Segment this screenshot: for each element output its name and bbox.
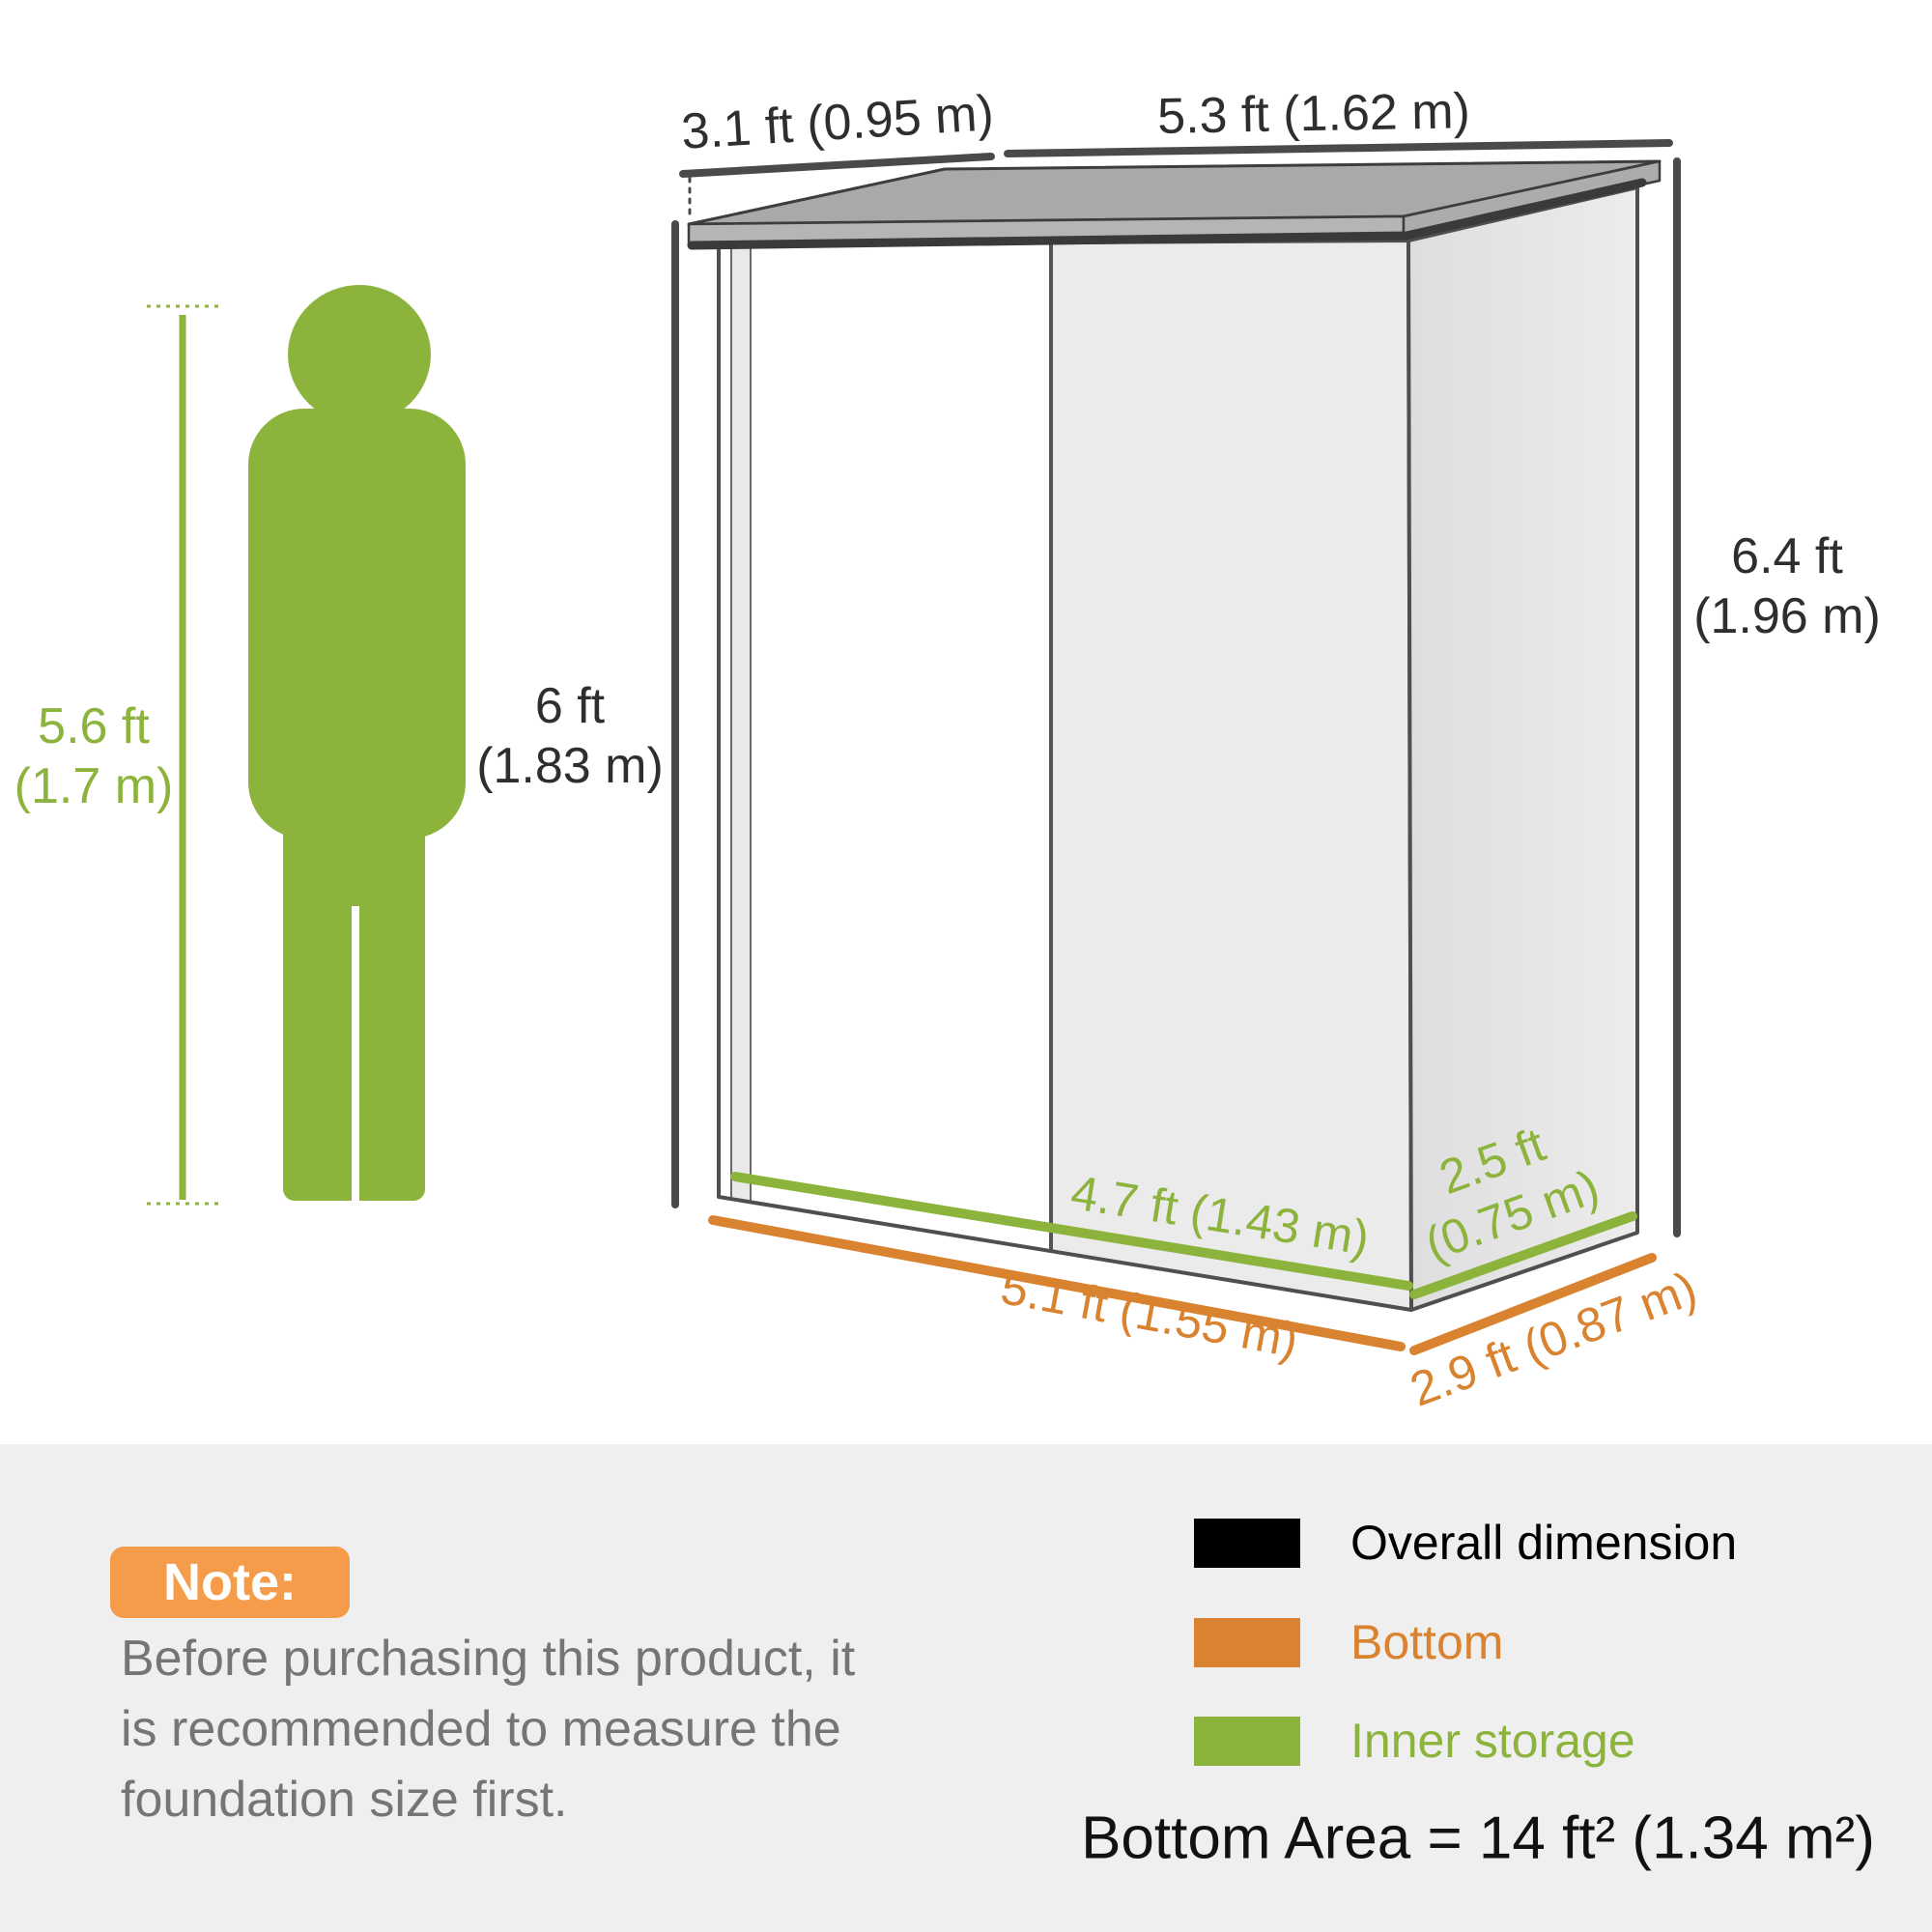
roof-width-label: 5.3 ft (1.62 m): [1156, 83, 1471, 145]
note-text: Before purchasing this product, it is re…: [121, 1631, 856, 1828]
note-badge: Note:: [110, 1547, 350, 1618]
bottom-lines: [708, 1215, 1657, 1355]
person-height-line: [147, 304, 220, 1206]
door-height-label: 6 ft (1.83 m): [476, 678, 664, 794]
bottom-width-line: [708, 1215, 1406, 1351]
dimension-line-roof-width: [1004, 139, 1673, 157]
overall-dimension-lines: [671, 139, 1681, 1237]
legend-swatch-bottom: [1194, 1618, 1300, 1667]
overall-height-label: 6.4 ft (1.96 m): [1693, 528, 1881, 644]
legend-label-inner-storage: Inner storage: [1350, 1714, 1635, 1768]
inner-storage-lines: [730, 1172, 1637, 1299]
inner-depth-line: [1409, 1211, 1637, 1299]
legend-label-overall: Overall dimension: [1350, 1516, 1738, 1570]
dimension-line-roof-depth: [679, 153, 995, 178]
shed-front-wall: [717, 239, 1413, 1312]
shed-roof: [687, 159, 1662, 250]
inner-width-line: [730, 1172, 1413, 1291]
bottom-depth-line: [1409, 1253, 1657, 1355]
legend-label-bottom: Bottom: [1350, 1615, 1504, 1669]
info-section: Note: Before purchasing this product, it…: [0, 1444, 1932, 1932]
person-silhouette: [248, 285, 466, 1201]
person-height-label: 5.6 ft (1.7 m): [14, 698, 174, 814]
bottom-area-text: Bottom Area = 14 ft² (1.34 m²): [1081, 1804, 1875, 1872]
legend-swatch-inner-storage: [1194, 1717, 1300, 1766]
legend-swatch-overall: [1194, 1519, 1300, 1568]
note-title: Note:: [163, 1553, 297, 1611]
